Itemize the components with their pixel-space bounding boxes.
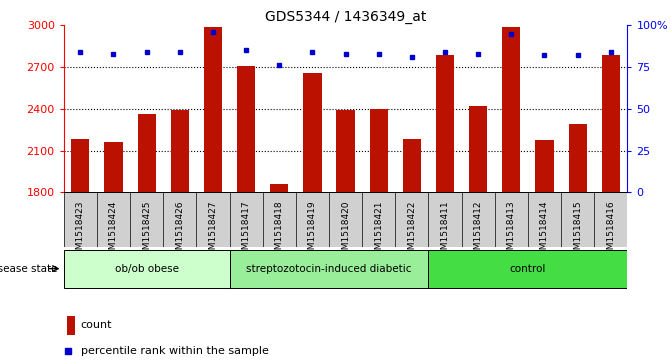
Text: GSM1518427: GSM1518427 [209, 200, 217, 261]
Text: GSM1518421: GSM1518421 [374, 200, 383, 261]
Text: GSM1518419: GSM1518419 [308, 200, 317, 261]
Bar [229, 250, 429, 288]
Bar [66, 315, 75, 335]
Text: GSM1518411: GSM1518411 [441, 200, 450, 261]
Bar [602, 54, 620, 192]
Bar [138, 114, 156, 192]
Bar [568, 123, 586, 192]
Bar [535, 140, 554, 192]
Bar [204, 27, 222, 192]
Bar [237, 66, 255, 192]
Text: GSM1518412: GSM1518412 [474, 200, 482, 261]
Bar [270, 184, 289, 192]
Bar [436, 54, 454, 192]
Bar [336, 110, 355, 192]
Text: GSM1518416: GSM1518416 [607, 200, 615, 261]
Bar [105, 142, 123, 192]
Bar [71, 139, 89, 192]
Bar [429, 250, 627, 288]
Bar [502, 27, 521, 192]
Text: percentile rank within the sample: percentile rank within the sample [81, 346, 268, 356]
Text: count: count [81, 320, 112, 330]
Text: GSM1518425: GSM1518425 [142, 200, 151, 261]
Text: GSM1518422: GSM1518422 [407, 200, 417, 261]
Bar [64, 250, 229, 288]
Text: ob/ob obese: ob/ob obese [115, 264, 178, 274]
Text: GSM1518418: GSM1518418 [274, 200, 284, 261]
Text: GSM1518415: GSM1518415 [573, 200, 582, 261]
Text: GSM1518413: GSM1518413 [507, 200, 516, 261]
Bar [403, 139, 421, 192]
Text: disease state: disease state [0, 264, 57, 274]
Text: control: control [510, 264, 546, 274]
Text: GSM1518423: GSM1518423 [76, 200, 85, 261]
Text: GSM1518424: GSM1518424 [109, 200, 118, 261]
Text: GSM1518420: GSM1518420 [341, 200, 350, 261]
Bar [370, 109, 388, 192]
Bar [170, 110, 189, 192]
Text: GSM1518417: GSM1518417 [242, 200, 250, 261]
Bar [303, 73, 321, 192]
Title: GDS5344 / 1436349_at: GDS5344 / 1436349_at [265, 11, 426, 24]
Text: streptozotocin-induced diabetic: streptozotocin-induced diabetic [246, 264, 412, 274]
Bar [469, 106, 487, 192]
Text: GSM1518414: GSM1518414 [540, 200, 549, 261]
Text: GSM1518426: GSM1518426 [175, 200, 185, 261]
